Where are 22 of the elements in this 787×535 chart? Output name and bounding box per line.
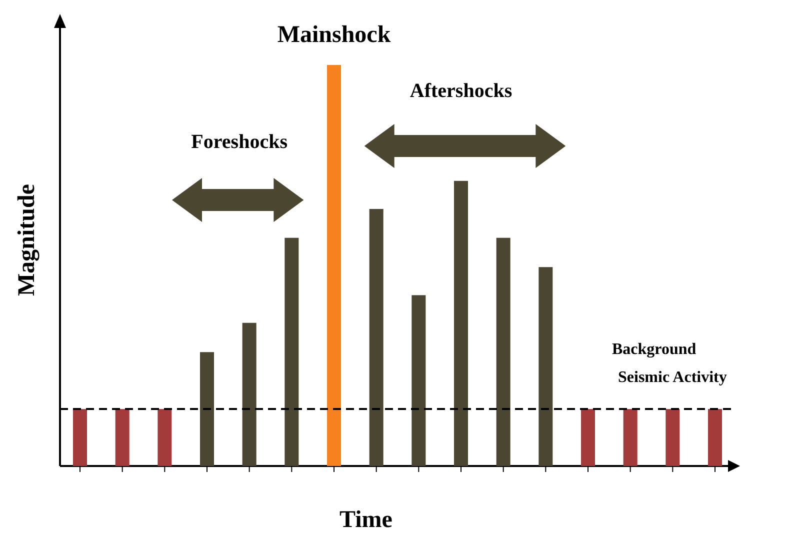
bar xyxy=(412,295,426,466)
bar xyxy=(327,65,341,466)
bar xyxy=(454,180,468,466)
annotation: Background Seismic Activity xyxy=(612,341,727,386)
bar xyxy=(708,409,722,466)
bar xyxy=(200,352,214,466)
bar xyxy=(73,409,87,466)
bar xyxy=(666,409,680,466)
bar xyxy=(538,267,553,466)
x-axis-title: Time xyxy=(340,507,393,533)
annotation: Aftershocks xyxy=(410,80,512,102)
y-axis-title: Magnitude xyxy=(14,184,40,296)
bar xyxy=(581,409,595,466)
annotation: Foreshocks xyxy=(191,131,288,153)
bar xyxy=(158,409,172,466)
bar xyxy=(623,409,638,466)
bar xyxy=(496,238,510,466)
bar xyxy=(284,238,299,466)
bar xyxy=(115,409,130,466)
bar xyxy=(369,208,384,466)
bar xyxy=(242,322,256,466)
text: Mainshock xyxy=(277,22,392,48)
